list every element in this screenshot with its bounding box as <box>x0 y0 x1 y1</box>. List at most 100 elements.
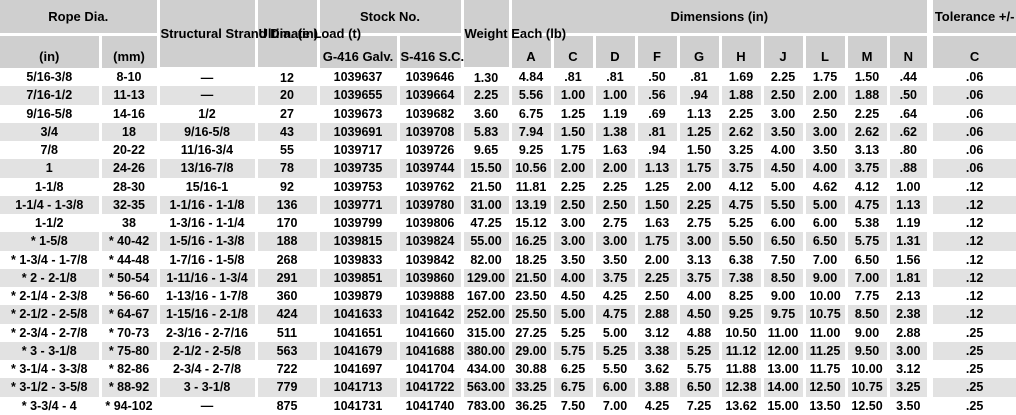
cell-dim-d: 3.50 <box>592 250 638 269</box>
cell-dim-n: .80 <box>886 141 932 160</box>
cell-dim-a: 23.50 <box>508 287 554 306</box>
cell-rope-dia-in: * 2-3/4 - 2-7/8 <box>0 323 102 342</box>
cell-dim-h: 4.12 <box>718 177 764 196</box>
cell-dim-a: 13.19 <box>508 195 554 214</box>
cell-ultimate-load: 170 <box>254 214 320 233</box>
cell-rope-dia-mm: * 82-86 <box>98 360 160 379</box>
cell-dim-a: 36.25 <box>508 396 554 415</box>
cell-dim-g: 2.75 <box>676 214 722 233</box>
cell-strand-dia: 2-3/16 - 2-7/16 <box>156 323 258 342</box>
cell-dim-d: 1.63 <box>592 141 638 160</box>
cell-weight-each: 563.00 <box>460 378 512 397</box>
cell-dim-m: 9.50 <box>844 341 890 360</box>
cell-stock-g416: 1041651 <box>316 323 400 342</box>
cell-dim-l: 5.00 <box>802 195 848 214</box>
table-header: Rope Dia. Structural Strand Dia. (in) Ul… <box>0 0 1016 70</box>
cell-dim-n: .64 <box>886 104 932 123</box>
cell-ultimate-load: 875 <box>254 396 320 415</box>
cell-rope-dia-in: * 2 - 2-1/8 <box>0 268 102 287</box>
cell-tolerance-c: .06 <box>927 68 1016 87</box>
header-tolerance-c: C <box>927 34 1016 68</box>
cell-ultimate-load: 360 <box>254 287 320 306</box>
cell-dim-n: .62 <box>886 122 932 141</box>
cell-dim-h: 7.38 <box>718 268 764 287</box>
cell-dim-a: 18.25 <box>508 250 554 269</box>
cell-stock-s416: 1039842 <box>396 250 464 269</box>
cell-ultimate-load: 268 <box>254 250 320 269</box>
table-body: 5/16-3/8 8-10—12 1039637 1039646 1.30 4.84.81… <box>0 68 1016 415</box>
cell-strand-dia: 1-3/16 - 1-1/4 <box>156 214 258 233</box>
cell-strand-dia: 2-1/2 - 2-5/8 <box>156 341 258 360</box>
cell-dim-d: 2.50 <box>592 195 638 214</box>
cell-dim-l: 10.00 <box>802 287 848 306</box>
cell-dim-a: 16.25 <box>508 232 554 251</box>
cell-dim-a: 4.84 <box>508 68 554 87</box>
cell-weight-each: 15.50 <box>460 159 512 178</box>
cell-dim-n: 3.50 <box>886 396 932 415</box>
cell-dim-j: 2.50 <box>760 86 806 105</box>
cell-weight-each: 167.00 <box>460 287 512 306</box>
cell-rope-dia-mm: * 70-73 <box>98 323 160 342</box>
cell-rope-dia-in: 1-1/2 <box>0 214 102 233</box>
cell-dim-j: 12.00 <box>760 341 806 360</box>
cell-stock-s416: 1041722 <box>396 378 464 397</box>
table-row: 1-1/2 38 1-3/16 - 1-1/4 170 1039799 1039806 47… <box>0 214 1016 233</box>
cell-stock-g416: 1041679 <box>316 341 400 360</box>
cell-strand-dia: — <box>156 86 258 105</box>
cell-dim-l: 2.50 <box>802 104 848 123</box>
header-structural-strand-dia: Structural Strand Dia. (in) <box>156 0 318 70</box>
cell-tolerance-c: .25 <box>927 396 1016 415</box>
table-row: * 2-1/2 - 2-5/8 * 64-67 1-15/16 - 2-1/8 424… <box>0 305 1016 324</box>
cell-dim-c: 6.25 <box>550 360 596 379</box>
cell-strand-dia: 15/16-1 <box>156 177 258 196</box>
cell-dim-m: 2.25 <box>844 104 890 123</box>
cell-dim-f: 1.25 <box>634 177 680 196</box>
cell-tolerance-c: .12 <box>927 250 1016 269</box>
cell-dim-h: 6.38 <box>718 250 764 269</box>
cell-dim-f: 1.63 <box>634 214 680 233</box>
cell-dim-n: .44 <box>886 68 932 87</box>
cell-dim-g: 5.25 <box>676 341 722 360</box>
cell-dim-h: 3.25 <box>718 141 764 160</box>
cell-stock-g416: 1039851 <box>316 268 400 287</box>
cell-dim-n: 3.00 <box>886 341 932 360</box>
cell-dim-j: 7.50 <box>760 250 806 269</box>
table-row: * 1-3/4 - 1-7/8 * 44-48 1-7/16 - 1-5/8 268 1… <box>0 250 1016 269</box>
table-row: 7/8 20-22 11/16-3/4 55 1039717 1039726 9.65 9.2… <box>0 141 1016 160</box>
cell-dim-d: 5.00 <box>592 323 638 342</box>
cell-stock-g416: 1039753 <box>316 177 400 196</box>
cell-rope-dia-in: * 3-3/4 - 4 <box>0 396 102 415</box>
cell-tolerance-c: .25 <box>927 323 1016 342</box>
cell-dim-c: 4.50 <box>550 287 596 306</box>
cell-rope-dia-in: 1-1/8 <box>0 177 102 196</box>
cell-dim-h: 12.38 <box>718 378 764 397</box>
cell-rope-dia-mm: * 50-54 <box>98 268 160 287</box>
cell-dim-l: 1.75 <box>802 68 848 87</box>
cell-dim-h: 5.50 <box>718 232 764 251</box>
cell-strand-dia: 1-5/16 - 1-3/8 <box>156 232 258 251</box>
table-row: * 3-1/2 - 3-5/8 * 88-92 3 - 3-1/8 779 104171… <box>0 378 1016 397</box>
cell-dim-n: 1.00 <box>886 177 932 196</box>
cell-stock-s416: 1039646 <box>396 68 464 87</box>
cell-stock-s416: 1041642 <box>396 305 464 324</box>
cell-dim-h: 11.88 <box>718 360 764 379</box>
cell-dim-n: 1.13 <box>886 195 932 214</box>
table-row: 5/16-3/8 8-10—12 1039637 1039646 1.30 4.84.81… <box>0 68 1016 87</box>
cell-dim-j: 14.00 <box>760 378 806 397</box>
cell-dim-f: 3.88 <box>634 378 680 397</box>
cell-dim-h: 3.75 <box>718 159 764 178</box>
cell-weight-each: 21.50 <box>460 177 512 196</box>
cell-dim-j: 2.25 <box>760 68 806 87</box>
cell-dim-j: 11.00 <box>760 323 806 342</box>
cell-ultimate-load: 92 <box>254 177 320 196</box>
cell-stock-g416: 1041713 <box>316 378 400 397</box>
table-row: * 2-3/4 - 2-7/8 * 70-73 2-3/16 - 2-7/16 511… <box>0 323 1016 342</box>
table-row: * 3 - 3-1/8 * 75-80 2-1/2 - 2-5/8 563 104167… <box>0 341 1016 360</box>
cell-strand-dia: 13/16-7/8 <box>156 159 258 178</box>
cell-dim-h: 2.62 <box>718 122 764 141</box>
cell-dim-n: 2.88 <box>886 323 932 342</box>
cell-strand-dia: 1/2 <box>156 104 258 123</box>
cell-dim-l: 11.75 <box>802 360 848 379</box>
cell-rope-dia-mm: 38 <box>98 214 160 233</box>
